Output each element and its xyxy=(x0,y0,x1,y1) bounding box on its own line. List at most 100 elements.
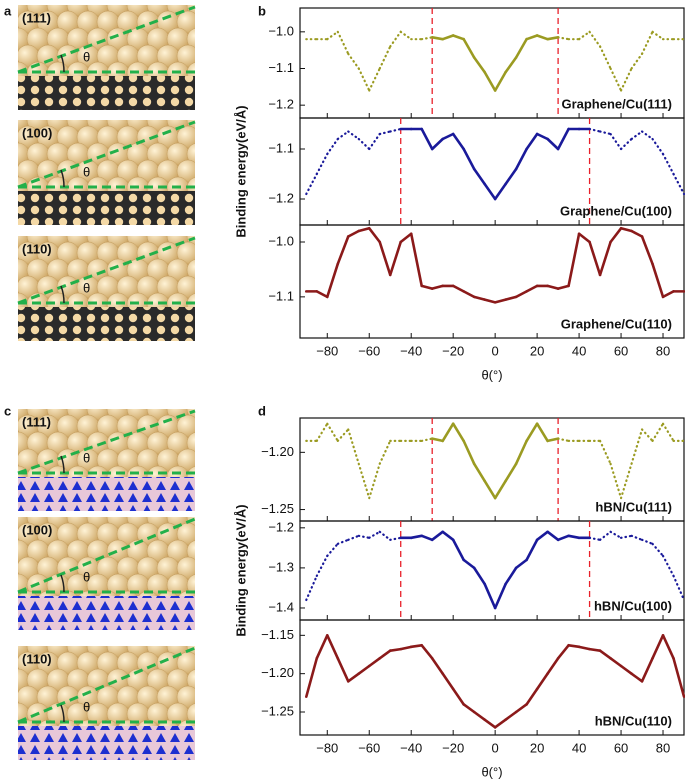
layer-2d xyxy=(18,477,195,511)
line-segment xyxy=(305,172,318,196)
y-tick-label: −1.1 xyxy=(268,60,294,75)
cu-atom xyxy=(176,275,195,299)
cu-atom xyxy=(186,574,195,596)
cu-atom xyxy=(197,523,219,545)
x-tick-label: −80 xyxy=(316,740,338,755)
line-segment xyxy=(525,284,539,293)
line-segment xyxy=(504,167,518,186)
line-segment xyxy=(472,56,486,74)
structure-image: θ (100) xyxy=(17,517,219,630)
line-segment xyxy=(493,582,507,610)
angle-label: θ xyxy=(83,450,90,465)
cu-atom xyxy=(197,449,219,471)
line-segment xyxy=(546,137,560,151)
line-segment xyxy=(577,30,591,41)
line-segment xyxy=(357,67,371,92)
line-segment xyxy=(409,643,424,649)
line-segment xyxy=(336,657,350,683)
line-segment xyxy=(451,132,465,151)
series-label: hBN/Cu(111) xyxy=(595,499,672,514)
line-segment xyxy=(546,657,560,675)
y-tick-label: −1.15 xyxy=(261,627,294,642)
line-segment xyxy=(399,645,413,651)
y-tick-label: −1.25 xyxy=(261,501,294,516)
line-segment xyxy=(462,290,476,299)
facet-label: (100) xyxy=(22,125,52,140)
cu-atom xyxy=(197,228,219,250)
line-segment xyxy=(378,649,392,660)
line-segment xyxy=(315,554,329,578)
cu-atom xyxy=(197,113,219,135)
x-tick-label: 40 xyxy=(572,740,586,755)
line-segment xyxy=(640,235,654,266)
line-segment xyxy=(378,439,392,465)
angle-line xyxy=(17,120,196,189)
cu-atom xyxy=(186,669,195,691)
line-segment xyxy=(462,147,476,171)
angle-arc xyxy=(60,704,65,723)
line-segment xyxy=(388,240,403,277)
line-segment xyxy=(619,67,633,92)
y-tick-label: −1.0 xyxy=(268,23,294,38)
cu-atom xyxy=(197,194,219,216)
line-segment xyxy=(630,130,644,141)
angle-label: θ xyxy=(83,699,90,714)
line-segment xyxy=(619,664,633,675)
line-segment xyxy=(514,558,528,570)
line-segment xyxy=(598,240,612,277)
x-tick-label: 80 xyxy=(656,740,670,755)
atoms xyxy=(18,646,195,760)
cu-atom xyxy=(17,344,39,366)
line-segment xyxy=(609,132,623,151)
line-segment xyxy=(630,52,644,70)
line-segment xyxy=(336,428,350,442)
line-segment xyxy=(326,137,339,156)
line-segment xyxy=(347,428,360,465)
line-segment xyxy=(630,428,644,465)
line-segment xyxy=(420,534,434,542)
y-tick-label: −1.2 xyxy=(268,519,294,534)
x-tick-label: −20 xyxy=(442,740,464,755)
line-segment xyxy=(483,182,497,201)
y-tick-label: −1.20 xyxy=(261,665,294,680)
line-segment xyxy=(577,232,591,244)
cu-atom xyxy=(18,5,30,17)
line-segment xyxy=(368,132,381,151)
cu-atom xyxy=(197,126,219,148)
line-segment xyxy=(588,647,602,652)
angle-arc xyxy=(60,285,65,304)
y-tick-label: −1.2 xyxy=(268,97,294,112)
angle-label: θ xyxy=(83,569,90,584)
series-label: Graphene/Cu(111) xyxy=(561,96,672,111)
line-segment xyxy=(378,530,392,541)
x-tick-label: −40 xyxy=(400,343,422,358)
line-segment xyxy=(326,30,339,41)
line-segment xyxy=(451,34,465,41)
line-segment xyxy=(347,130,360,141)
line-segment xyxy=(378,45,392,70)
cu-atom xyxy=(176,44,195,68)
line-segment xyxy=(388,647,403,652)
line-segment xyxy=(305,574,318,602)
cu-atom xyxy=(176,125,195,149)
line-segment xyxy=(577,645,591,651)
angle-arc xyxy=(60,169,65,188)
x-tick-label: 40 xyxy=(572,343,586,358)
line-segment xyxy=(441,132,455,141)
cu-atom xyxy=(77,344,99,366)
line-segment xyxy=(472,295,486,301)
cu-atom xyxy=(197,79,219,101)
line-segment xyxy=(367,657,382,668)
line-segment xyxy=(535,34,549,41)
line-segment xyxy=(567,534,581,540)
line-segment xyxy=(651,634,665,660)
atoms xyxy=(17,236,195,366)
line-segment xyxy=(630,534,644,541)
line-segment xyxy=(368,462,381,500)
line-segment xyxy=(493,718,507,729)
series-label: hBN/Cu(100) xyxy=(594,598,672,613)
line-segment xyxy=(630,672,644,683)
line-segment xyxy=(651,30,665,41)
line-segment xyxy=(514,703,528,714)
angle-line xyxy=(17,517,196,594)
